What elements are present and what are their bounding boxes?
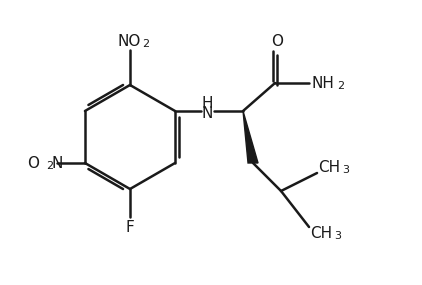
Text: 3: 3	[334, 231, 341, 241]
Text: H: H	[201, 95, 213, 111]
Text: N: N	[201, 105, 213, 121]
Text: 2: 2	[142, 39, 149, 49]
Text: 2: 2	[337, 81, 344, 91]
Text: CH: CH	[318, 160, 340, 174]
Text: F: F	[126, 219, 134, 235]
Text: O: O	[27, 156, 39, 170]
Text: O: O	[271, 34, 283, 48]
Text: 3: 3	[342, 165, 349, 175]
Text: NH: NH	[311, 76, 335, 91]
Text: NO: NO	[117, 34, 141, 48]
Text: N: N	[52, 156, 63, 170]
Polygon shape	[243, 111, 258, 163]
Text: 2: 2	[46, 161, 53, 171]
Text: CH: CH	[310, 225, 332, 241]
